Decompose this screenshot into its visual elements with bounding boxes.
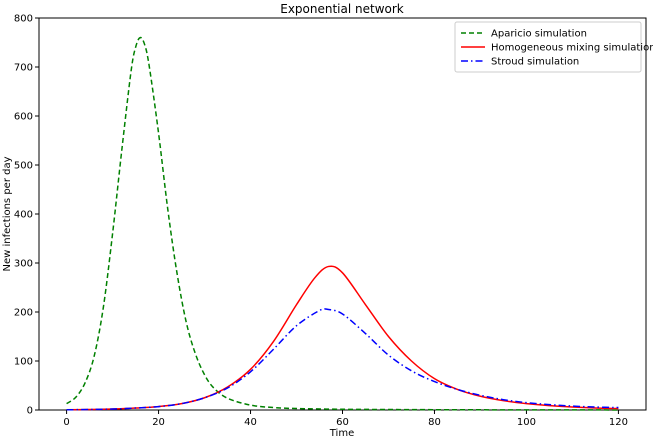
y-tick-label: 100 (14, 357, 33, 368)
x-tick-label: 100 (517, 417, 536, 428)
legend-label: Stroud simulation (491, 57, 579, 68)
legend: Aparicio simulation Homogeneous mixing si… (454, 21, 653, 73)
x-tick-label: 0 (63, 417, 69, 428)
x-tick-label: 120 (609, 417, 628, 428)
series-line-1 (66, 265, 619, 411)
x-tick-label: 40 (244, 417, 257, 428)
tick-group: 0 20 40 60 80 100 120 0 100 200 300 400 500 600 700 800 (14, 14, 628, 429)
chart-title: Exponential network (280, 2, 404, 16)
legend-box (454, 21, 642, 73)
series-line-2 (66, 308, 619, 411)
y-tick-label: 300 (14, 259, 33, 270)
y-tick-label: 500 (14, 161, 33, 172)
legend-label: Aparicio simulation (491, 29, 587, 40)
series-line-0 (66, 36, 619, 411)
y-tick-label: 200 (14, 308, 33, 319)
x-tick-label: 80 (428, 417, 441, 428)
y-tick-label: 400 (14, 210, 33, 221)
legend-label: Homogeneous mixing simulation (491, 43, 653, 54)
y-tick-label: 700 (14, 63, 33, 74)
y-axis-label: New infections per day (2, 156, 13, 271)
x-axis-label: Time (329, 428, 354, 439)
y-tick-label: 0 (27, 406, 33, 417)
y-tick-label: 600 (14, 112, 33, 123)
y-tick-label: 800 (14, 14, 33, 25)
x-tick-label: 60 (336, 417, 349, 428)
x-tick-label: 20 (152, 417, 165, 428)
series-lines (66, 36, 619, 411)
